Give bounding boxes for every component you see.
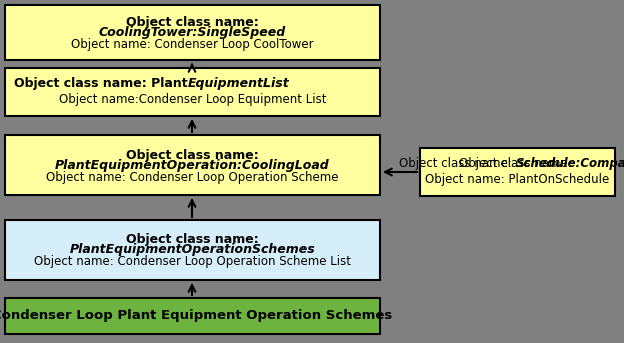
Text: Object name: Condenser Loop CoolTower: Object name: Condenser Loop CoolTower: [71, 38, 314, 51]
Text: Object class name:: Object class name:: [459, 157, 576, 170]
Text: Object class name:: Object class name:: [126, 234, 259, 247]
Bar: [420, 148, 615, 196]
Text: PlantEquipmentOperationSchemes: PlantEquipmentOperationSchemes: [70, 244, 315, 257]
Bar: [5, 5, 380, 60]
Text: Object class name: Plant: Object class name: Plant: [14, 78, 187, 91]
Text: Object class name:: Object class name:: [399, 157, 515, 170]
Bar: [5, 220, 380, 280]
Text: EquipmentList: EquipmentList: [187, 78, 290, 91]
Bar: [5, 298, 380, 334]
Text: Object class name:: Object class name:: [126, 16, 259, 29]
Text: Condenser Loop Plant Equipment Operation Schemes: Condenser Loop Plant Equipment Operation…: [0, 309, 392, 322]
Text: Schedule:Compact: Schedule:Compact: [515, 157, 624, 170]
Text: Object name:Condenser Loop Equipment List: Object name:Condenser Loop Equipment Lis…: [59, 94, 326, 106]
Bar: [5, 135, 380, 195]
Text: Object class name: ​Schedule:Compact: Object class name: ​Schedule:Compact: [404, 157, 624, 170]
Text: CoolingTower:SingleSpeed: CoolingTower:SingleSpeed: [99, 26, 286, 39]
Text: Object name: Condenser Loop Operation Scheme: Object name: Condenser Loop Operation Sc…: [46, 170, 339, 184]
Text: Object name: Condenser Loop Operation Scheme List: Object name: Condenser Loop Operation Sc…: [34, 256, 351, 269]
Text: Object class name:: Object class name:: [126, 149, 259, 162]
Text: PlantEquipmentOperation:CoolingLoad: PlantEquipmentOperation:CoolingLoad: [55, 158, 330, 172]
Text: Object name: PlantOnSchedule: Object name: PlantOnSchedule: [426, 174, 610, 187]
Bar: [5, 68, 380, 116]
